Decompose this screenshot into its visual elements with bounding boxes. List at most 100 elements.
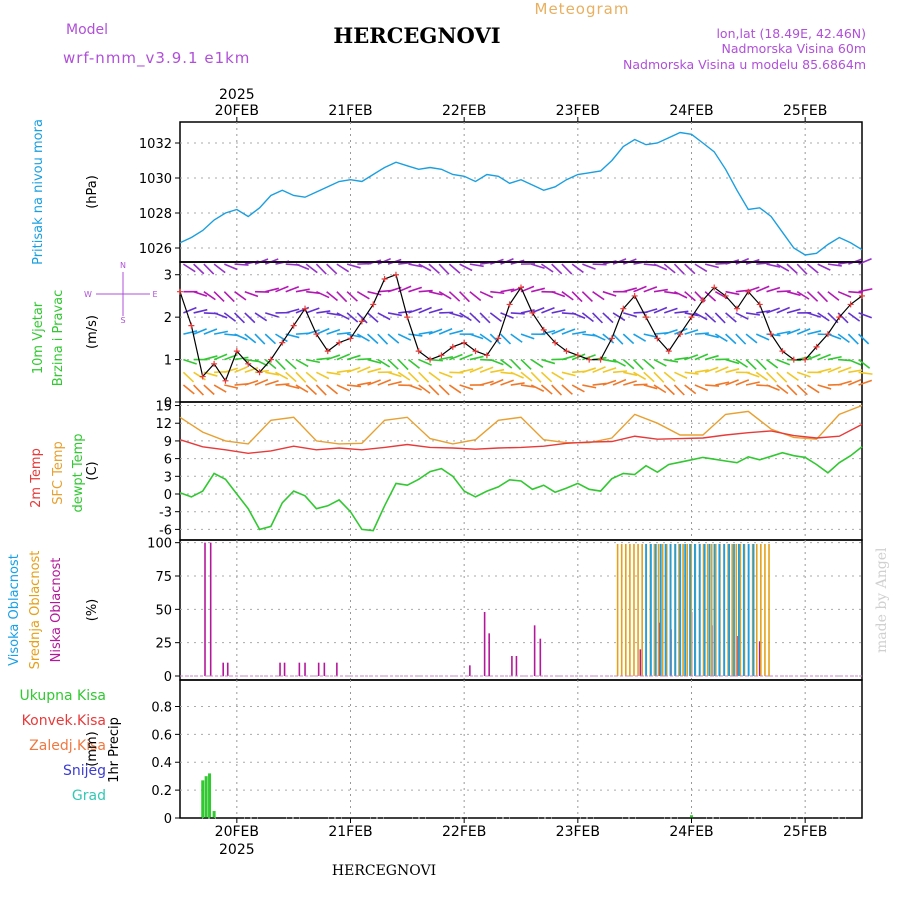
wind-arrow	[643, 286, 658, 293]
wind-gust-marker	[472, 348, 479, 355]
wind-arrow	[561, 384, 573, 395]
wind-arrow	[295, 358, 309, 368]
wind-arrow	[643, 333, 658, 338]
wind-arrow	[817, 263, 831, 271]
wind-arrow	[510, 371, 524, 379]
wind-arrow	[203, 384, 215, 396]
wind-arrow	[305, 329, 320, 335]
wind-arrow	[755, 359, 767, 371]
y-tick-label: 75	[155, 570, 172, 585]
wind-arrow	[408, 333, 423, 337]
wind-arrow	[213, 291, 225, 303]
wind-arrow	[315, 263, 327, 275]
wind-arrow	[316, 290, 330, 299]
wind-arrow	[725, 358, 740, 365]
wind-arrow	[418, 384, 431, 394]
wind-arrow	[786, 290, 801, 297]
wind-arrow	[428, 371, 441, 382]
wind-gust-marker	[211, 360, 218, 367]
wind-arrow	[459, 368, 474, 374]
y-tick-label: 1032	[139, 137, 172, 152]
y-tick-label: -3	[159, 506, 172, 521]
wind-arrow	[316, 310, 331, 314]
legend-hail: Grad	[72, 788, 106, 804]
wind-arrow	[500, 358, 513, 369]
y-tick-label: 6	[164, 453, 172, 468]
wind-arrow	[572, 330, 587, 335]
wind-arrow	[397, 371, 411, 381]
x-tick-label-bottom: 24FEB	[669, 824, 713, 840]
wind-arrow	[407, 358, 420, 369]
panel-frame-wind	[179, 261, 863, 403]
year-label-top: 2025	[219, 87, 255, 103]
wind-arrow	[633, 371, 647, 380]
wind-gust-marker	[540, 326, 547, 333]
wind-gust-marker	[529, 309, 536, 316]
wind-arrow	[858, 379, 873, 386]
wind-arrow	[275, 371, 289, 380]
wind-arrow	[664, 358, 679, 363]
wind-arrow	[663, 328, 678, 335]
wind-arrow	[847, 312, 861, 322]
wind-arrow	[479, 333, 493, 343]
wind-arrow	[326, 371, 341, 376]
y-tick-label: 9	[164, 435, 172, 450]
wind-gust-marker	[768, 331, 775, 338]
legend-freezing-rain: Zaledj.Kisa	[29, 738, 106, 754]
wind-arrow	[715, 381, 730, 386]
wind-arrow	[602, 379, 617, 386]
wind-gust-marker	[267, 356, 274, 363]
wind-arrow	[704, 312, 717, 323]
wind-arrow	[234, 356, 249, 361]
wind-arrow	[714, 333, 728, 343]
wind-arrow	[182, 371, 195, 383]
wind-arrow	[418, 289, 433, 293]
wind-arrow	[653, 358, 667, 367]
wind-arrow	[653, 371, 665, 383]
wind-gust-marker	[665, 348, 672, 355]
wind-arrow	[541, 329, 556, 335]
wind-arrow	[377, 358, 391, 368]
ylabel-temp-sfc: SFC Temp	[51, 441, 66, 505]
wind-arrow	[837, 366, 852, 374]
ylabel-cloud-high: Visoka Oblacnost	[7, 554, 22, 666]
wind-arrow	[459, 384, 474, 391]
wind-arrow	[735, 358, 748, 368]
wind-arrow	[469, 291, 482, 302]
wind-arrow	[479, 290, 494, 299]
wind-arrow	[602, 358, 617, 363]
wind-arrow	[336, 263, 350, 273]
wind-arrow	[694, 369, 709, 374]
wind-arrow	[387, 358, 399, 370]
wind-arrow	[438, 371, 453, 378]
wind-arrow	[571, 263, 584, 274]
wind-arrow	[274, 359, 286, 371]
wind-arrow	[725, 290, 740, 296]
wind-arrow	[684, 263, 696, 275]
wind-arrow	[244, 333, 257, 344]
wind-arrow	[827, 263, 842, 267]
wind-gust-marker	[745, 288, 752, 295]
wind-arrow	[602, 290, 617, 297]
wind-arrow	[674, 310, 689, 314]
wind-arrow	[510, 359, 522, 371]
wind-arrow	[254, 333, 266, 345]
wind-arrow	[817, 353, 831, 361]
legend-convective-rain: Konvek.Kisa	[22, 713, 106, 729]
wind-arrow	[213, 263, 226, 274]
panel-frame-pressure	[179, 121, 863, 263]
wind-arrow	[673, 384, 685, 396]
wind-arrow	[254, 378, 269, 386]
wind-arrow	[510, 312, 525, 315]
wind-arrow	[776, 290, 791, 293]
wind-arrow	[469, 333, 484, 340]
wind-arrow	[796, 291, 810, 300]
wind-arrow	[592, 263, 607, 266]
wind-arrow	[326, 263, 338, 275]
y-tick-label: 1030	[139, 172, 172, 187]
wind-arrow	[213, 312, 228, 319]
wind-arrow	[285, 371, 297, 383]
wind-arrow	[265, 312, 279, 318]
wind-arrow	[551, 328, 565, 335]
